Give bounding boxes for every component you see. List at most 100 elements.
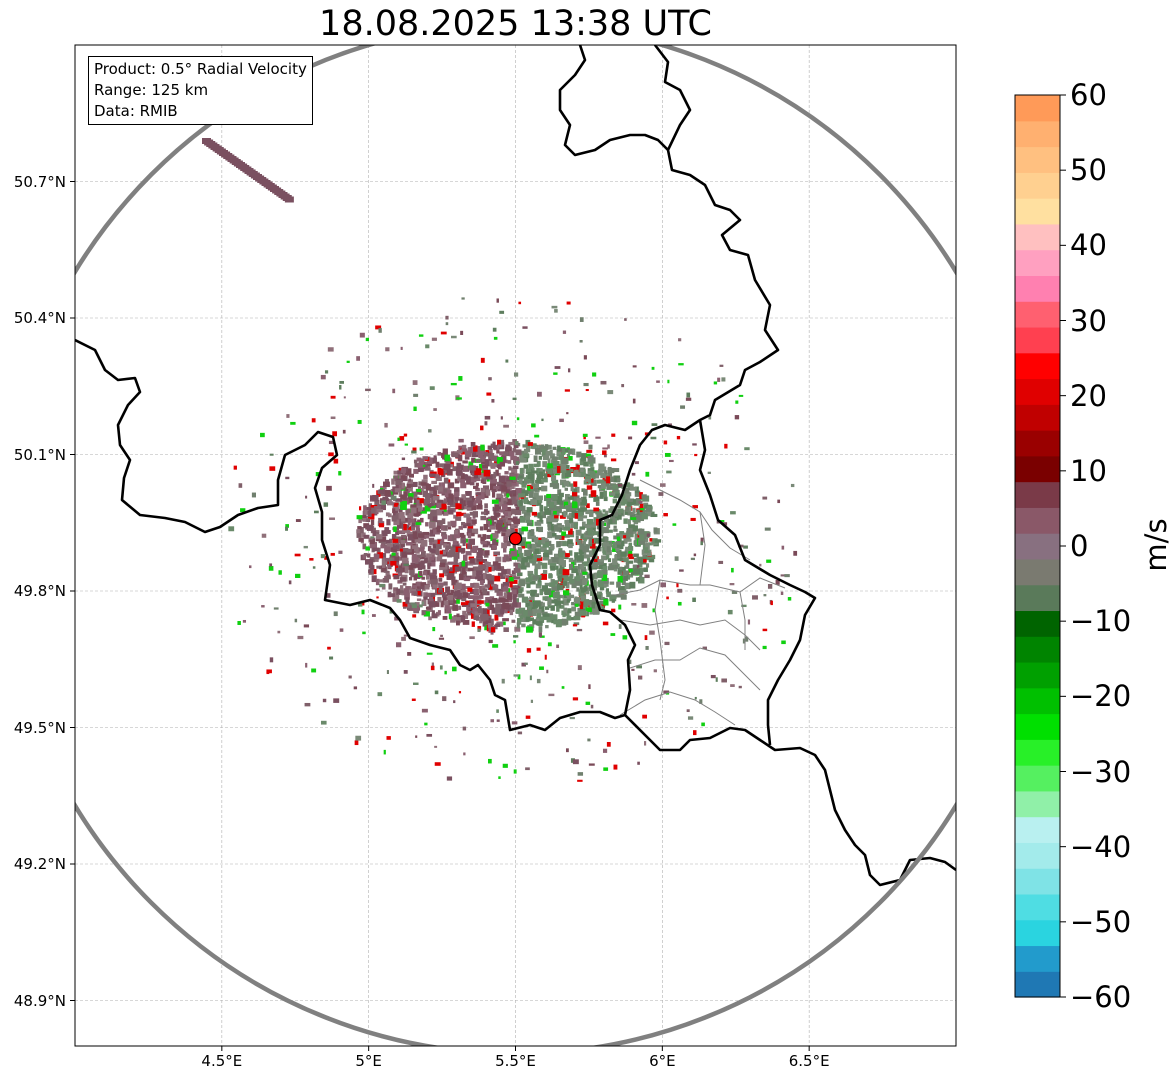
echo-pixel	[645, 507, 652, 512]
echo-pixel	[477, 493, 485, 500]
echo-pixel	[624, 492, 632, 497]
echo-pixel	[554, 599, 558, 607]
echo-pixel	[439, 540, 444, 545]
echo-pixel	[406, 483, 411, 488]
echo-pixel	[477, 628, 481, 632]
echo-pixel	[488, 377, 492, 381]
echo-pixel	[343, 396, 346, 399]
echo-pixel	[621, 540, 625, 547]
echo-pixel	[551, 584, 557, 592]
echo-pixel	[584, 478, 590, 482]
echo-pixel	[738, 544, 744, 548]
echo-pixel	[519, 467, 523, 474]
echo-pixel	[526, 590, 534, 594]
echo-pixel	[634, 490, 641, 497]
echo-pixel	[613, 535, 621, 540]
echo-pixel	[611, 433, 616, 437]
echo-pixel	[484, 503, 488, 509]
echo-pixel	[444, 569, 451, 574]
colorbar-tick-label: 30	[1070, 303, 1107, 338]
echo-pixel	[454, 566, 461, 572]
echo-pixel	[477, 600, 484, 604]
echo-pixel	[525, 616, 531, 622]
echo-pixel	[542, 542, 550, 548]
echo-pixel	[391, 534, 397, 541]
echo-pixel	[421, 576, 425, 580]
echo-pixel	[687, 716, 694, 720]
echo-pixel	[603, 599, 609, 606]
lon-tick-label: 6°E	[649, 1052, 676, 1070]
lon-tick-label: 4.5°E	[201, 1052, 243, 1070]
echo-pixel	[486, 520, 490, 528]
echo-pixel	[598, 479, 605, 484]
echo-pixel	[464, 455, 470, 460]
echo-pixel	[338, 471, 342, 476]
echo-pixel	[460, 534, 466, 540]
echo-pixel	[359, 527, 364, 534]
echo-pixel	[642, 554, 646, 560]
echo-pixel	[547, 468, 553, 474]
echo-pixel	[521, 596, 529, 603]
echo-pixel	[518, 493, 526, 498]
echo-pixel	[484, 459, 490, 467]
echo-pixel	[569, 716, 575, 720]
echo-pixel	[634, 533, 639, 537]
echo-pixel	[575, 529, 582, 536]
plot-area	[75, 45, 956, 1046]
echo-pixel	[567, 368, 571, 373]
echo-pixel	[294, 618, 298, 623]
echo-pixel	[490, 719, 495, 723]
echo-pixel	[429, 505, 436, 509]
echo-pixel	[365, 546, 370, 551]
echo-pixel	[415, 525, 420, 532]
echo-pixel	[413, 393, 419, 397]
echo-pixel	[435, 543, 442, 550]
echo-pixel	[590, 550, 598, 556]
echo-pixel	[637, 514, 645, 522]
echo-pixel	[558, 454, 565, 460]
echo-pixel	[480, 580, 484, 586]
echo-pixel	[561, 560, 567, 568]
echo-pixel	[382, 577, 390, 583]
echo-pixel	[513, 567, 521, 573]
echo-pixel	[427, 503, 434, 507]
echo-pixel	[454, 487, 460, 492]
echo-pixel	[492, 441, 496, 446]
echo-pixel	[516, 417, 520, 421]
echo-pixel	[408, 473, 414, 478]
echo-pixel	[566, 540, 571, 547]
echo-pixel	[617, 503, 622, 509]
echo-pixel	[371, 614, 376, 617]
echo-pixel	[692, 597, 696, 602]
echo-pixel	[495, 504, 500, 512]
echo-pixel	[715, 677, 718, 682]
echo-pixel	[593, 579, 597, 587]
echo-pixel	[747, 619, 751, 625]
echo-pixel	[743, 545, 748, 549]
echo-pixel	[432, 539, 438, 544]
echo-pixel	[285, 524, 289, 528]
map-title: 18.08.2025 13:38 UTC	[319, 4, 712, 44]
echo-pixel	[586, 485, 593, 490]
echo-pixel	[554, 535, 562, 540]
echo-pixel	[528, 463, 534, 471]
echo-pixel	[424, 557, 428, 564]
echo-pixel	[479, 463, 483, 471]
echo-pixel	[519, 615, 523, 620]
echo-pixel	[619, 533, 625, 539]
echo-pixel	[386, 670, 389, 675]
echo-pixel	[556, 541, 561, 548]
echo-pixel	[480, 608, 485, 615]
echo-pixel	[480, 444, 485, 451]
echo-pixel	[475, 573, 480, 580]
echo-pixel	[386, 736, 391, 740]
echo-pixel	[577, 515, 584, 522]
echo-pixel	[430, 457, 437, 464]
echo-pixel	[438, 589, 443, 593]
echo-pixel	[560, 605, 565, 609]
echo-pixel	[548, 573, 553, 579]
echo-pixel	[741, 604, 747, 608]
echo-pixel	[515, 461, 520, 465]
echo-pixel	[297, 635, 304, 640]
echo-pixel	[481, 466, 487, 471]
